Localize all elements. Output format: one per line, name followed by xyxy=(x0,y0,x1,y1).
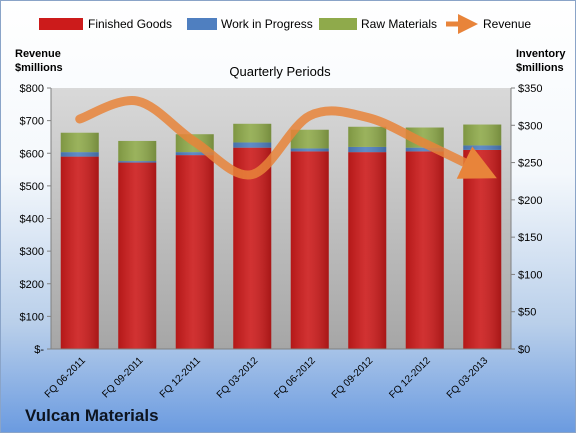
left-tick-label-7: $700 xyxy=(20,116,44,128)
right-tick-label-4: $200 xyxy=(518,195,542,207)
bar-shading-raw-materials-1 xyxy=(118,140,157,162)
x-tick-label-6: FQ 12-2012 xyxy=(387,355,433,401)
x-tick-label-0: FQ 06-2011 xyxy=(43,355,88,400)
x-tick-label-2: FQ 12-2011 xyxy=(158,355,203,400)
left-tick-label-4: $400 xyxy=(20,214,44,226)
legend-swatch-work-in-progress xyxy=(187,18,217,30)
left-tick-label-2: $200 xyxy=(20,279,44,291)
legend-swatch-finished-goods xyxy=(39,18,83,30)
legend: Finished Goods Work in Progress Raw Mate… xyxy=(39,14,531,34)
right-axis-title-line2: $millions xyxy=(516,62,564,74)
left-tick-label-0: $- xyxy=(34,344,44,356)
right-tick-label-3: $150 xyxy=(518,232,542,244)
right-axis-title-line1: Inventory xyxy=(516,48,566,60)
x-tick-label-7: FQ 03-2013 xyxy=(445,355,491,401)
legend-swatch-raw-materials xyxy=(319,18,357,30)
legend-label-revenue: Revenue xyxy=(483,17,531,31)
bar-shading-work-in-progress-1 xyxy=(118,161,157,163)
left-tick-label-1: $100 xyxy=(20,311,44,323)
right-tick-label-0: $0 xyxy=(518,344,530,356)
left-tick-label-3: $300 xyxy=(20,246,44,258)
left-tick-label-6: $600 xyxy=(20,148,44,160)
bar-shading-finished-goods-4 xyxy=(290,151,329,349)
left-tick-label-5: $500 xyxy=(20,181,44,193)
bar-shading-finished-goods-5 xyxy=(348,152,387,349)
axes-group: $- $100 $200 $300 $400 $500 $600 $700 $800 $0 $50 $… xyxy=(20,83,543,356)
bar-shading-raw-materials-7 xyxy=(463,124,502,146)
bar-shading-raw-materials-0 xyxy=(60,132,99,153)
left-axis-title-line1: Revenue xyxy=(15,48,61,60)
left-tick-label-8: $800 xyxy=(20,83,44,95)
bar-shading-finished-goods-0 xyxy=(60,156,99,349)
left-axis-title-line2: $millions xyxy=(15,62,63,74)
bar-series-group: FQ 06-2011 FQ 09-2011 FQ 12-2011 FQ 03-2012… xyxy=(43,123,502,401)
bar-shading-work-in-progress-4 xyxy=(290,148,329,152)
bar-shading-finished-goods-2 xyxy=(175,155,214,349)
bar-shading-work-in-progress-6 xyxy=(405,147,444,152)
legend-label-raw-materials: Raw Materials xyxy=(361,17,437,31)
right-tick-label-5: $250 xyxy=(518,158,542,170)
bar-shading-raw-materials-3 xyxy=(233,123,272,143)
legend-label-finished-goods: Finished Goods xyxy=(88,17,172,31)
x-tick-label-5: FQ 09-2012 xyxy=(330,355,376,401)
bar-shading-work-in-progress-5 xyxy=(348,146,387,153)
revenue-line-group xyxy=(75,96,497,180)
x-tick-label-3: FQ 03-2012 xyxy=(215,355,261,401)
revenue-line xyxy=(75,96,497,180)
bar-shading-finished-goods-1 xyxy=(118,162,157,349)
bar-shading-finished-goods-3 xyxy=(233,147,272,349)
chart-title: Quarterly Periods xyxy=(229,64,331,79)
x-tick-label-4: FQ 06-2012 xyxy=(272,355,318,401)
bar-shading-finished-goods-6 xyxy=(405,151,444,349)
right-tick-label-1: $50 xyxy=(518,307,536,319)
legend-label-work-in-progress: Work in Progress xyxy=(221,17,313,31)
bar-shading-raw-materials-5 xyxy=(348,126,387,147)
inventory-revenue-chart: Finished Goods Work in Progress Raw Mate… xyxy=(15,14,566,401)
right-tick-label-6: $300 xyxy=(518,120,542,132)
right-tick-label-2: $100 xyxy=(518,269,542,281)
right-tick-label-7: $350 xyxy=(518,83,542,95)
company-name: Vulcan Materials xyxy=(25,406,159,425)
bar-shading-work-in-progress-0 xyxy=(60,152,99,157)
bar-shading-raw-materials-4 xyxy=(290,129,329,149)
x-tick-label-1: FQ 09-2011 xyxy=(100,355,145,400)
bar-shading-work-in-progress-3 xyxy=(233,142,272,148)
bar-shading-work-in-progress-2 xyxy=(175,152,214,156)
bar-shading-finished-goods-7 xyxy=(463,149,502,349)
bar-shading-work-in-progress-7 xyxy=(463,145,502,150)
